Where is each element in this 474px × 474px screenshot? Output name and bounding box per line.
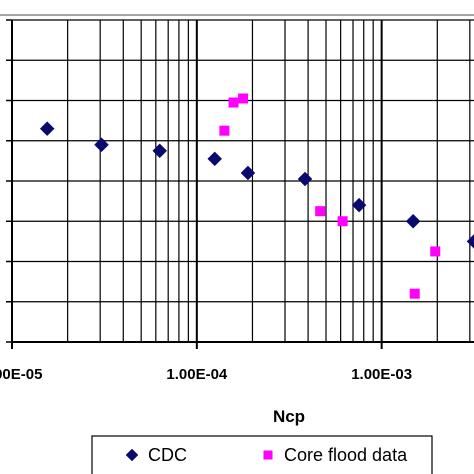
x-tick-labels: 1.00E-05 1.00E-04 1.00E-03 bbox=[0, 342, 412, 383]
cdc-point bbox=[207, 151, 223, 167]
cdc-point bbox=[351, 197, 367, 213]
x-tick-label: 1.00E-04 bbox=[166, 366, 228, 383]
core-flood-point bbox=[409, 288, 420, 299]
core-flood-point bbox=[430, 246, 441, 257]
legend-label: CDC bbox=[148, 445, 187, 465]
legend-items: CDC Core flood data bbox=[125, 445, 408, 465]
core-flood-point bbox=[219, 125, 230, 136]
cdc-point bbox=[39, 121, 55, 137]
x-tick-label: 1.00E-03 bbox=[351, 366, 412, 383]
core-flood-point bbox=[337, 216, 348, 227]
legend-core-flood-marker bbox=[263, 450, 273, 460]
gridlines bbox=[6, 19, 474, 348]
legend-box bbox=[91, 435, 433, 474]
cdc-point bbox=[152, 143, 168, 159]
x-tick-label: 1.00E-05 bbox=[0, 366, 42, 383]
legend-label: Core flood data bbox=[284, 445, 408, 465]
core-flood-point bbox=[238, 93, 249, 104]
cdc-point bbox=[240, 165, 256, 181]
cdc-point bbox=[297, 171, 313, 187]
cdc-point bbox=[405, 213, 421, 229]
core-flood-point bbox=[228, 97, 239, 108]
legend: CDC Core flood data bbox=[91, 435, 433, 474]
x-axis-title: Ncp bbox=[273, 407, 305, 426]
data-points bbox=[39, 93, 474, 299]
core-flood-point bbox=[315, 206, 326, 217]
legend-cdc-marker bbox=[125, 448, 139, 462]
cdc-point bbox=[94, 137, 109, 153]
cdc-point bbox=[466, 234, 474, 249]
